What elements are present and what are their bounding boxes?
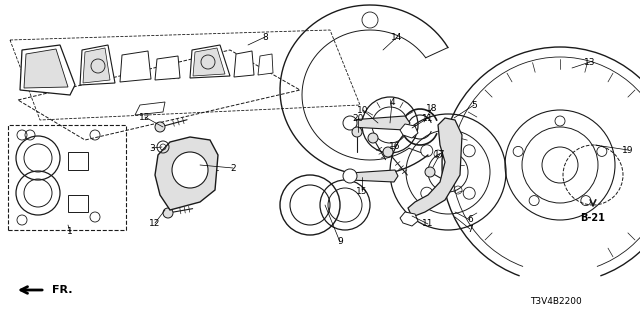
- Text: 7: 7: [467, 225, 473, 234]
- Text: 2: 2: [230, 164, 236, 172]
- Polygon shape: [234, 51, 254, 77]
- Circle shape: [352, 127, 362, 137]
- Circle shape: [163, 208, 173, 218]
- Circle shape: [155, 122, 165, 132]
- Text: 12: 12: [140, 113, 150, 122]
- Polygon shape: [350, 170, 398, 182]
- Text: 8: 8: [262, 33, 268, 42]
- Text: 14: 14: [391, 33, 403, 42]
- Text: FR.: FR.: [52, 285, 72, 295]
- Polygon shape: [24, 49, 68, 88]
- Text: 3: 3: [149, 143, 155, 153]
- Circle shape: [463, 145, 476, 157]
- Polygon shape: [155, 56, 180, 80]
- Circle shape: [420, 145, 433, 157]
- Text: 1: 1: [67, 228, 73, 236]
- Polygon shape: [20, 45, 75, 95]
- Text: 6: 6: [467, 215, 473, 225]
- Text: 19: 19: [622, 146, 634, 155]
- Text: 15: 15: [356, 187, 368, 196]
- Circle shape: [581, 196, 591, 205]
- Circle shape: [529, 196, 539, 205]
- Circle shape: [343, 169, 357, 183]
- Polygon shape: [68, 195, 88, 212]
- Text: 16: 16: [389, 141, 401, 150]
- Text: 12: 12: [149, 219, 161, 228]
- Polygon shape: [120, 51, 151, 82]
- Circle shape: [172, 152, 208, 188]
- Polygon shape: [83, 48, 110, 83]
- Polygon shape: [408, 118, 462, 217]
- Text: 11: 11: [422, 220, 434, 228]
- Polygon shape: [135, 102, 165, 115]
- Text: B-21: B-21: [580, 213, 605, 223]
- Circle shape: [555, 116, 565, 126]
- Circle shape: [463, 187, 476, 199]
- Text: 18: 18: [426, 103, 438, 113]
- Text: 20: 20: [352, 114, 364, 123]
- Text: 10: 10: [357, 106, 369, 115]
- Text: 4: 4: [389, 98, 395, 107]
- Polygon shape: [80, 45, 115, 85]
- Circle shape: [420, 187, 433, 199]
- Circle shape: [383, 147, 393, 157]
- Text: 5: 5: [471, 100, 477, 109]
- Polygon shape: [190, 45, 230, 78]
- Polygon shape: [258, 54, 273, 75]
- Text: T3V4B2200: T3V4B2200: [530, 298, 582, 307]
- Circle shape: [513, 147, 523, 156]
- Polygon shape: [350, 116, 410, 130]
- Circle shape: [343, 116, 357, 130]
- Text: 9: 9: [337, 237, 343, 246]
- Circle shape: [425, 167, 435, 177]
- Text: 11: 11: [422, 114, 434, 123]
- Polygon shape: [400, 124, 418, 138]
- Circle shape: [597, 147, 607, 156]
- Polygon shape: [400, 212, 418, 226]
- Bar: [8, 125, 126, 230]
- Polygon shape: [68, 152, 88, 170]
- Text: 13: 13: [584, 58, 596, 67]
- Polygon shape: [193, 48, 225, 76]
- Polygon shape: [155, 137, 218, 210]
- Circle shape: [368, 133, 378, 143]
- Text: 17: 17: [435, 149, 445, 158]
